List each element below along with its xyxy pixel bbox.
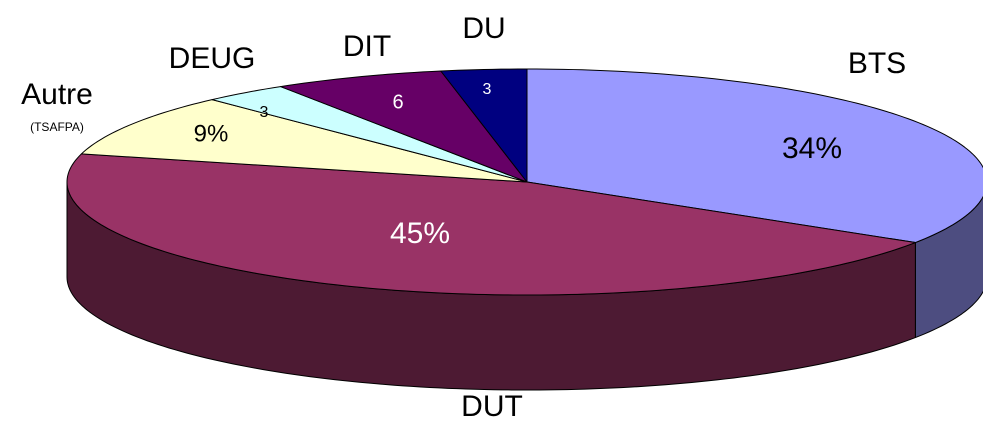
category-label: DUT: [461, 390, 523, 423]
value-label: 3: [483, 81, 492, 98]
slice: [80, 99, 528, 183]
slice: [526, 68, 983, 244]
category-label: DIT: [343, 30, 391, 63]
category-label: DEUG: [169, 42, 256, 75]
value-label: 34%: [782, 132, 842, 165]
slice: [280, 70, 528, 183]
category-label: Autre: [21, 78, 93, 111]
slice: [211, 86, 528, 183]
value-label: 6: [392, 91, 403, 113]
slice: [66, 153, 916, 296]
category-label: DU: [462, 12, 505, 45]
value-label: 45%: [390, 217, 450, 250]
value-label: 3: [260, 104, 269, 121]
slice: [440, 68, 528, 183]
category-label: BTS: [848, 47, 906, 80]
annotation: (TSAFPA): [30, 120, 84, 134]
value-label: 9%: [194, 120, 229, 147]
